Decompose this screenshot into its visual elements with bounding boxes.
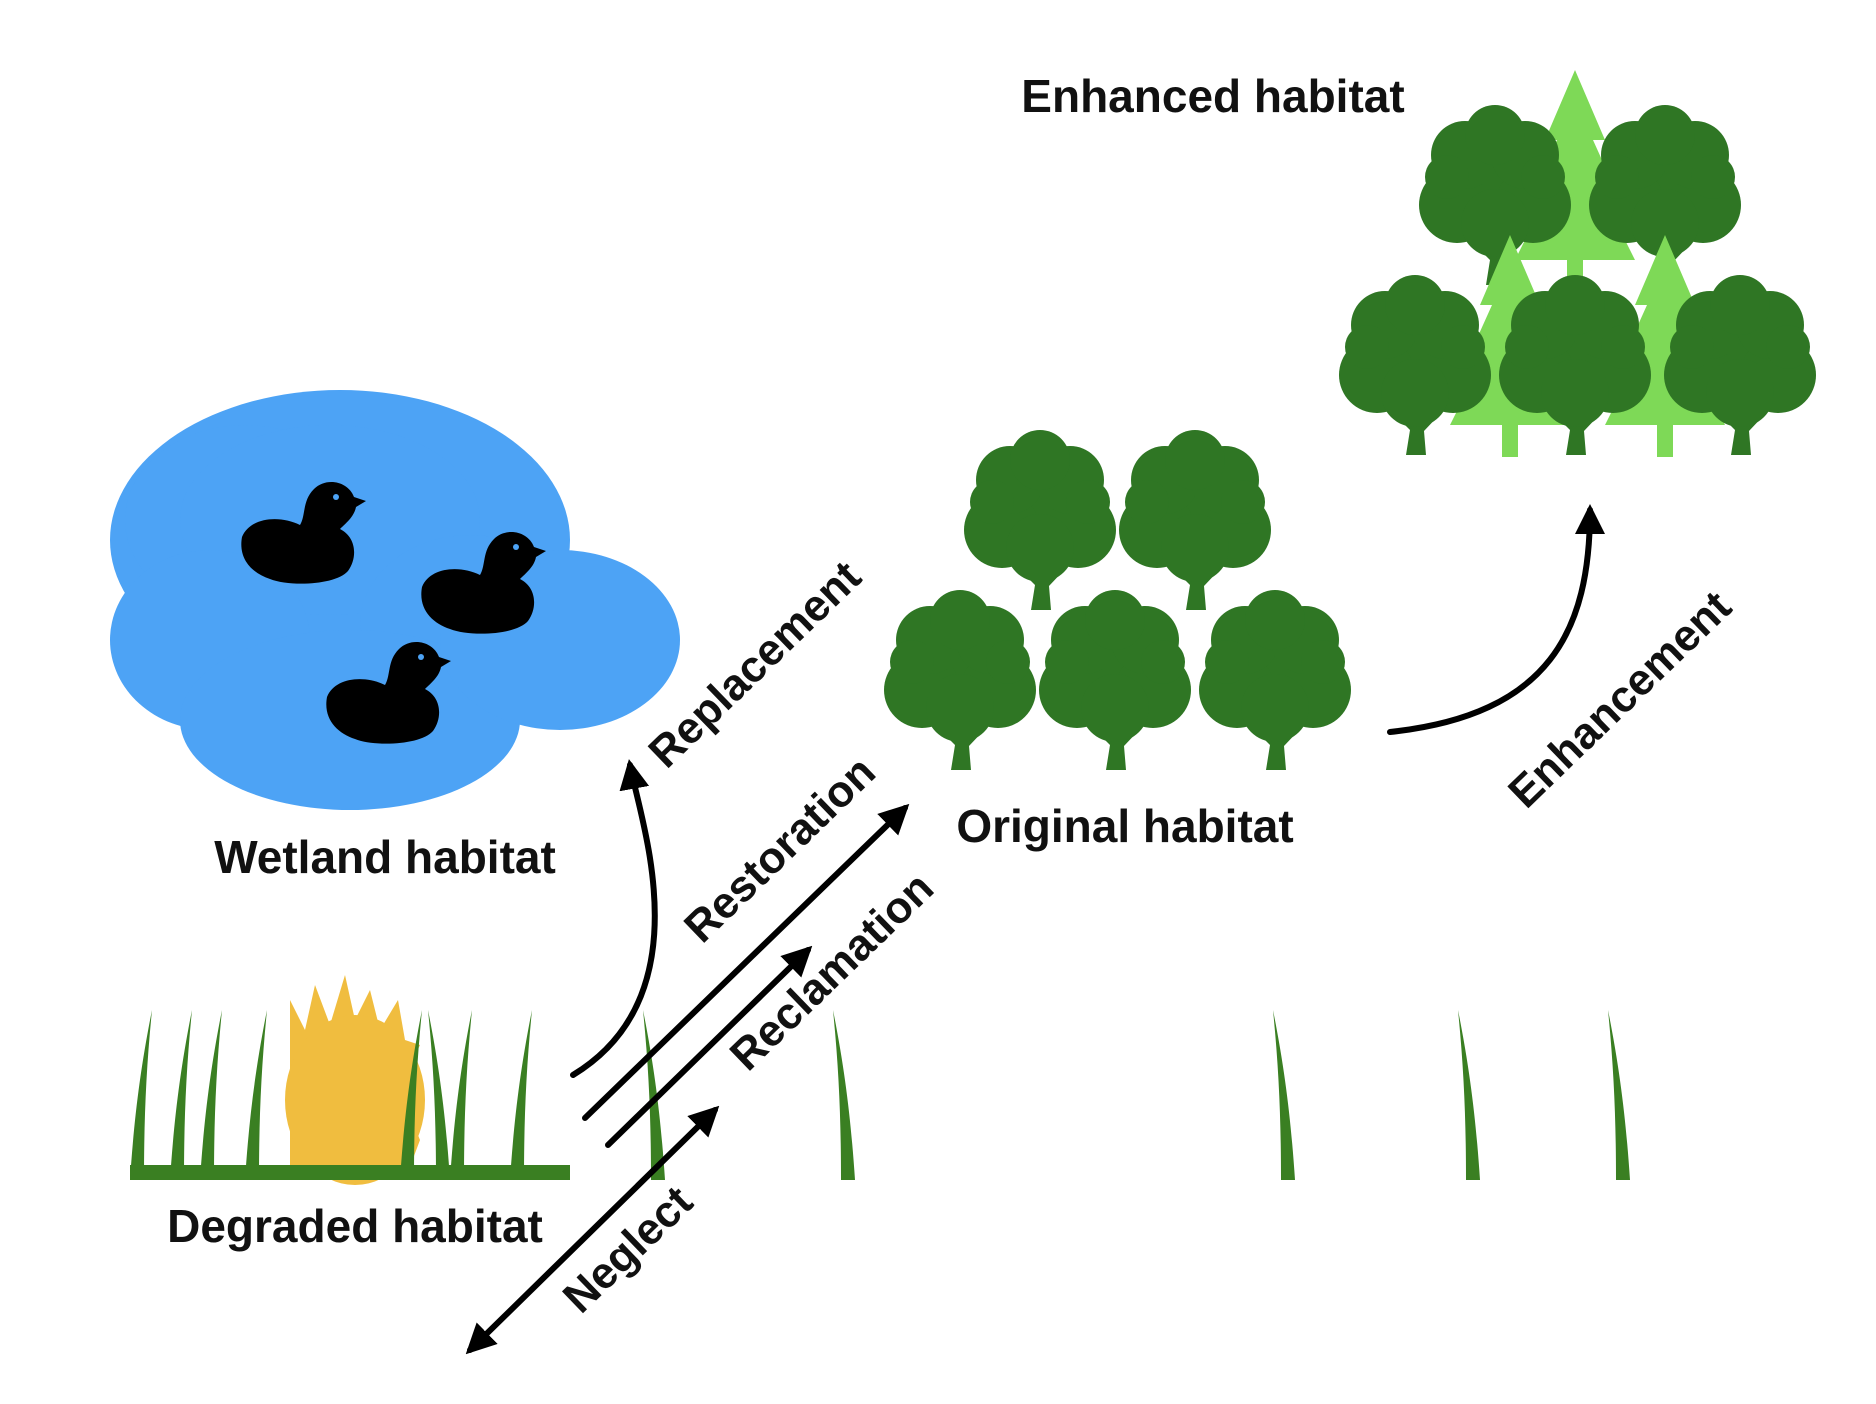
tree-icon [1199, 590, 1351, 770]
enhanced-habitat-label: Enhanced habitat [1021, 70, 1404, 122]
original-habitat-node: Original habitat [884, 430, 1351, 852]
restoration-arrow [582, 803, 910, 1121]
replacement-arrow [570, 759, 658, 1078]
neglect-arrow [465, 1105, 720, 1355]
degraded-habitat-label: Degraded habitat [167, 1200, 543, 1252]
dry-shrub-illustration [285, 975, 425, 1185]
tree-icon [1039, 590, 1191, 770]
original-habitat-label: Original habitat [956, 800, 1293, 852]
grass-illustration [130, 1010, 1630, 1180]
tree-icon [1119, 430, 1271, 610]
tree-icon [1339, 275, 1491, 455]
enhanced-habitat-node: Enhanced habitat [1021, 70, 1816, 457]
degraded-habitat-node: Degraded habitat [130, 975, 1630, 1252]
enhancement-label: Enhancement [1499, 581, 1741, 817]
tree-icon [1499, 275, 1651, 455]
tree-icon [1664, 275, 1816, 455]
wetland-habitat-label: Wetland habitat [214, 831, 556, 883]
tree-icon [964, 430, 1116, 610]
wetland-habitat-node: Wetland habitat [110, 390, 680, 883]
tree-icon [884, 590, 1036, 770]
pond-water-illustration [110, 390, 680, 810]
enhancement-arrow [1387, 504, 1605, 735]
